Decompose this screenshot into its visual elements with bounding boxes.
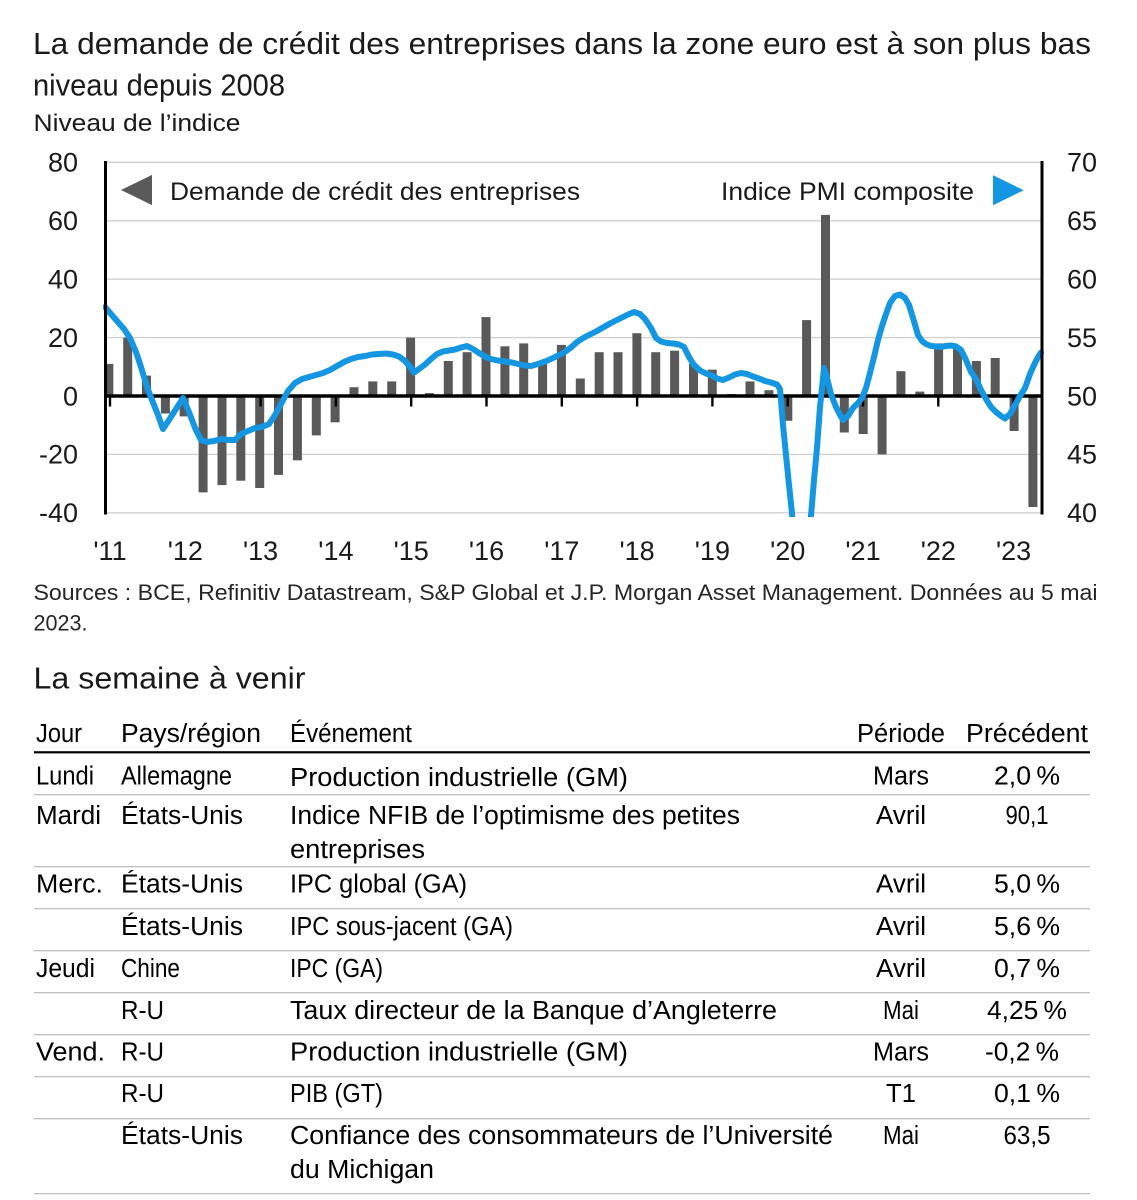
- svg-text:5,6 %: 5,6 %: [994, 913, 1060, 941]
- svg-text:R-U: R-U: [121, 1039, 164, 1067]
- svg-text:Demande de crédit des entrepri: Demande de crédit des entreprises: [170, 179, 580, 206]
- svg-text:IPC (GA): IPC (GA): [290, 955, 383, 983]
- svg-text:0: 0: [63, 381, 78, 411]
- svg-text:4,25 %: 4,25 %: [987, 997, 1067, 1025]
- svg-text:0,7 %: 0,7 %: [994, 955, 1060, 983]
- svg-text:'23: '23: [996, 536, 1031, 566]
- svg-text:Jour: Jour: [36, 720, 82, 748]
- svg-text:'15: '15: [394, 536, 429, 566]
- svg-text:États-Unis: États-Unis: [121, 801, 243, 830]
- svg-text:55: 55: [1067, 323, 1097, 353]
- svg-text:Avril: Avril: [876, 955, 926, 983]
- svg-text:2023.: 2023.: [34, 611, 88, 636]
- svg-text:5,0 %: 5,0 %: [994, 871, 1060, 899]
- svg-text:'21: '21: [845, 536, 880, 566]
- svg-text:Événement: Événement: [290, 719, 412, 748]
- svg-text:Avril: Avril: [876, 802, 926, 830]
- svg-text:Avril: Avril: [876, 913, 926, 941]
- svg-text:Production industrielle (GM): Production industrielle (GM): [290, 1039, 628, 1067]
- svg-text:IPC global (GA): IPC global (GA): [290, 871, 467, 899]
- svg-text:Sources : BCE, Refinitiv Datas: Sources : BCE, Refinitiv Datastream, S&P…: [34, 580, 1098, 605]
- svg-text:'18: '18: [620, 536, 655, 566]
- svg-text:IPC sous-jacent (GA): IPC sous-jacent (GA): [290, 913, 513, 941]
- svg-text:40: 40: [1067, 498, 1097, 528]
- svg-text:80: 80: [48, 148, 78, 178]
- svg-text:La semaine à venir: La semaine à venir: [34, 661, 306, 696]
- svg-text:-40: -40: [39, 498, 78, 528]
- svg-text:-20: -20: [39, 440, 78, 470]
- svg-text:États-Unis: États-Unis: [121, 912, 243, 941]
- svg-text:70: 70: [1067, 148, 1097, 178]
- svg-text:'17: '17: [544, 536, 579, 566]
- svg-text:Période: Période: [857, 720, 945, 748]
- svg-text:45: 45: [1067, 440, 1097, 470]
- svg-text:'22: '22: [921, 536, 956, 566]
- svg-text:60: 60: [48, 206, 78, 236]
- svg-text:Production industrielle (GM): Production industrielle (GM): [290, 764, 628, 792]
- svg-text:20: 20: [48, 323, 78, 353]
- svg-text:Allemagne: Allemagne: [121, 763, 232, 791]
- svg-text:'13: '13: [243, 536, 278, 566]
- svg-text:Vend.: Vend.: [36, 1039, 105, 1067]
- svg-text:PIB (GT): PIB (GT): [290, 1080, 383, 1108]
- svg-text:Niveau de l’indice: Niveau de l’indice: [34, 110, 241, 137]
- svg-text:Mars: Mars: [873, 1039, 929, 1067]
- svg-text:65: 65: [1067, 206, 1097, 236]
- svg-text:niveau depuis 2008: niveau depuis 2008: [33, 69, 285, 103]
- svg-text:'16: '16: [469, 536, 504, 566]
- svg-text:'12: '12: [168, 536, 203, 566]
- svg-text:États-Unis: États-Unis: [121, 870, 243, 899]
- svg-text:États-Unis: États-Unis: [121, 1121, 243, 1150]
- svg-text:R-U: R-U: [121, 997, 164, 1025]
- svg-text:60: 60: [1067, 264, 1097, 294]
- svg-text:Merc.: Merc.: [36, 871, 103, 899]
- svg-text:Taux directeur de la Banque d’: Taux directeur de la Banque d’Angleterre: [290, 997, 777, 1025]
- svg-text:Chine: Chine: [121, 955, 180, 983]
- svg-text:Pays/région: Pays/région: [121, 720, 261, 748]
- svg-text:Indice NFIB de l’optimisme des: Indice NFIB de l’optimisme des petites: [290, 802, 740, 830]
- svg-text:'19: '19: [695, 536, 730, 566]
- svg-text:Lundi: Lundi: [36, 763, 94, 791]
- svg-text:40: 40: [48, 264, 78, 294]
- svg-text:'20: '20: [770, 536, 805, 566]
- svg-text:Avril: Avril: [876, 871, 926, 899]
- svg-text:0,1 %: 0,1 %: [994, 1080, 1060, 1108]
- svg-text:Indice PMI composite: Indice PMI composite: [721, 179, 974, 206]
- svg-text:Mai: Mai: [883, 997, 919, 1025]
- svg-text:Mardi: Mardi: [36, 802, 101, 830]
- svg-text:Précédent: Précédent: [966, 720, 1088, 748]
- svg-text:du Michigan: du Michigan: [290, 1156, 434, 1184]
- svg-text:R-U: R-U: [121, 1080, 164, 1108]
- svg-text:2,0 %: 2,0 %: [994, 763, 1060, 791]
- svg-text:'11: '11: [93, 536, 126, 566]
- svg-text:Mai: Mai: [883, 1122, 919, 1150]
- svg-text:Mars: Mars: [873, 763, 929, 791]
- svg-text:T1: T1: [886, 1080, 916, 1108]
- svg-text:Jeudi: Jeudi: [36, 955, 95, 983]
- svg-text:Confiance des consommateurs de: Confiance des consommateurs de l’Univers…: [290, 1122, 833, 1150]
- svg-text:La demande de crédit des entre: La demande de crédit des entreprises dan…: [33, 27, 1091, 61]
- svg-text:-0,2 %: -0,2 %: [985, 1039, 1059, 1067]
- svg-text:'14: '14: [318, 536, 353, 566]
- svg-text:63,5: 63,5: [1004, 1122, 1051, 1150]
- svg-text:90,1: 90,1: [1006, 802, 1049, 830]
- svg-text:50: 50: [1067, 381, 1097, 411]
- svg-text:entreprises: entreprises: [290, 836, 425, 864]
